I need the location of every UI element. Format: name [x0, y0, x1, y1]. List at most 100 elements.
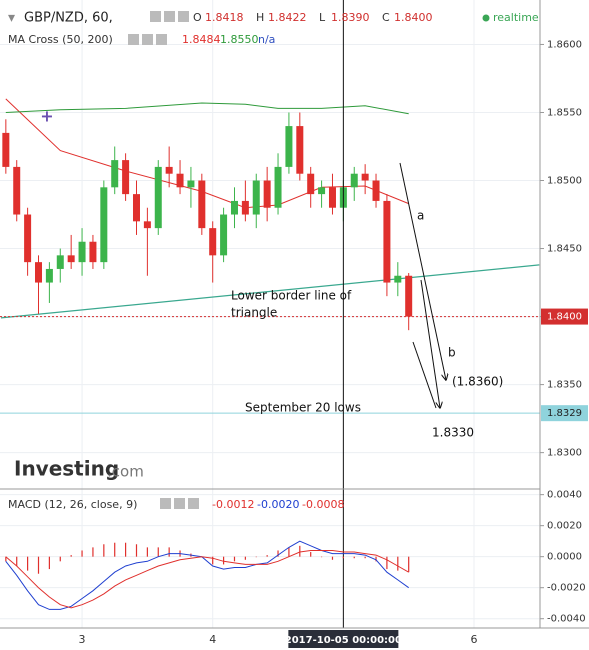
ohlc-value: 1.8400 — [394, 11, 433, 24]
arrows — [399, 162, 446, 408]
candle-body — [2, 132, 10, 167]
macd-histogram-bar — [168, 547, 170, 557]
y-tick-label: 1.8500 — [547, 176, 582, 187]
ohlc-value: 1.8390 — [331, 11, 370, 24]
candle-body — [296, 126, 304, 174]
ohlc-value: 1.8422 — [268, 11, 307, 24]
annotation: triangle — [231, 306, 277, 320]
logo-suffix: .com — [107, 463, 144, 481]
macd-histogram-bar — [299, 545, 301, 557]
candle-body — [13, 166, 21, 215]
macd-reading: -0.0012 — [212, 498, 254, 511]
macd-histogram-bar — [244, 556, 246, 560]
candle-body — [252, 180, 260, 215]
price-label: 1.8400 — [547, 312, 582, 323]
x-tick-label: 4 — [209, 633, 216, 646]
candle-body — [361, 173, 369, 181]
crosshair-label-box — [288, 630, 399, 648]
candle-body — [307, 173, 315, 195]
candle-body — [24, 214, 32, 263]
macd-histogram-bar — [59, 556, 61, 562]
macd-histogram-bar — [157, 547, 159, 557]
macd-histogram-bar — [255, 556, 257, 558]
collapse-icon[interactable]: ▾ — [8, 10, 15, 26]
macd-histogram-bar — [331, 556, 334, 560]
candle-body — [241, 200, 249, 215]
macd-histogram-bar — [233, 556, 236, 562]
logo: Investing — [14, 457, 119, 481]
candle-body — [100, 187, 108, 263]
y-tick-label: -0.0040 — [547, 614, 586, 625]
candle-body — [132, 194, 140, 222]
ohlc-value: 1.8418 — [205, 11, 244, 24]
annotation: (1.8360) — [452, 375, 503, 389]
y-tick-label: 0.0000 — [547, 552, 582, 563]
ohlc-letter: L — [319, 11, 326, 24]
candle-body — [372, 180, 380, 201]
candle-body — [165, 166, 173, 174]
annotation: Lower border line of — [231, 289, 352, 303]
ma-line — [5, 102, 409, 115]
x-tick-label: 3 — [79, 633, 86, 646]
indicator-reading: 1.8550 — [220, 33, 259, 46]
candle-body — [56, 255, 64, 269]
macd-histogram-bar — [342, 556, 344, 559]
indicator-name: MA Cross (50, 200) — [8, 33, 113, 46]
candle-body — [35, 262, 43, 283]
candle-body — [89, 241, 97, 263]
indicator-readings: 1.8484 1.8550 n/a — [182, 33, 275, 46]
candle-body — [122, 160, 130, 195]
marks-layer — [0, 0, 540, 628]
macd-histogram-bar — [310, 552, 312, 557]
macd-histogram-bar — [16, 556, 18, 566]
macd-histogram-bar — [5, 556, 7, 562]
annotation: September 20 lows — [245, 401, 361, 415]
candle-body — [154, 166, 162, 229]
indicator-reading: 1.8484 — [182, 33, 221, 46]
macd-histogram-bar — [288, 547, 290, 557]
y-tick-label: 1.8600 — [547, 39, 582, 50]
annotation: 1.8330 — [432, 426, 474, 440]
trendline — [0, 264, 540, 319]
macd-histogram-bar — [37, 556, 40, 574]
macd-histogram-bar — [386, 556, 388, 570]
macd-histogram-bar — [320, 556, 323, 558]
ohlc-letter: H — [256, 11, 264, 24]
y-tick-label: 0.0020 — [547, 521, 582, 532]
candle-body — [285, 126, 293, 167]
macd-histogram-bar — [375, 556, 377, 562]
y-tick-label: 1.8550 — [547, 107, 582, 118]
candle-body — [405, 275, 413, 317]
candle-body — [328, 187, 336, 208]
ohlc-letter: C — [382, 11, 390, 24]
annotation: a — [417, 209, 424, 223]
candle-body — [394, 275, 402, 283]
signal-line — [5, 550, 409, 609]
price-label-box — [541, 405, 588, 422]
macd-histogram-bar — [364, 556, 366, 559]
y-tick-label: 1.8450 — [547, 244, 582, 255]
macd-histogram-bar — [408, 556, 410, 573]
status: realtime — [493, 11, 539, 24]
macd-histogram-bar — [81, 550, 83, 557]
candle-body — [198, 180, 206, 229]
candle-body — [187, 180, 195, 188]
macd-line — [5, 540, 409, 610]
price-label: 1.8329 — [547, 408, 582, 419]
candle-body — [78, 241, 86, 263]
legend-icons[interactable] — [128, 11, 199, 509]
ohlc-legend: O 1.8418 H 1.8422 L 1.8390 C 1.8400 — [193, 11, 433, 24]
candle-body — [274, 166, 282, 208]
candle-body — [263, 180, 271, 208]
macd-histogram-bar — [48, 556, 50, 570]
candle-body — [67, 255, 75, 263]
y-tick-label: -0.0020 — [547, 583, 586, 594]
candle-body — [45, 268, 53, 283]
status-dot — [482, 14, 490, 22]
y-tick-label: 0.0040 — [547, 490, 582, 501]
annotation: b — [448, 346, 456, 360]
macd-histogram-bar — [212, 556, 214, 565]
macd-histogram-bar — [70, 555, 72, 557]
